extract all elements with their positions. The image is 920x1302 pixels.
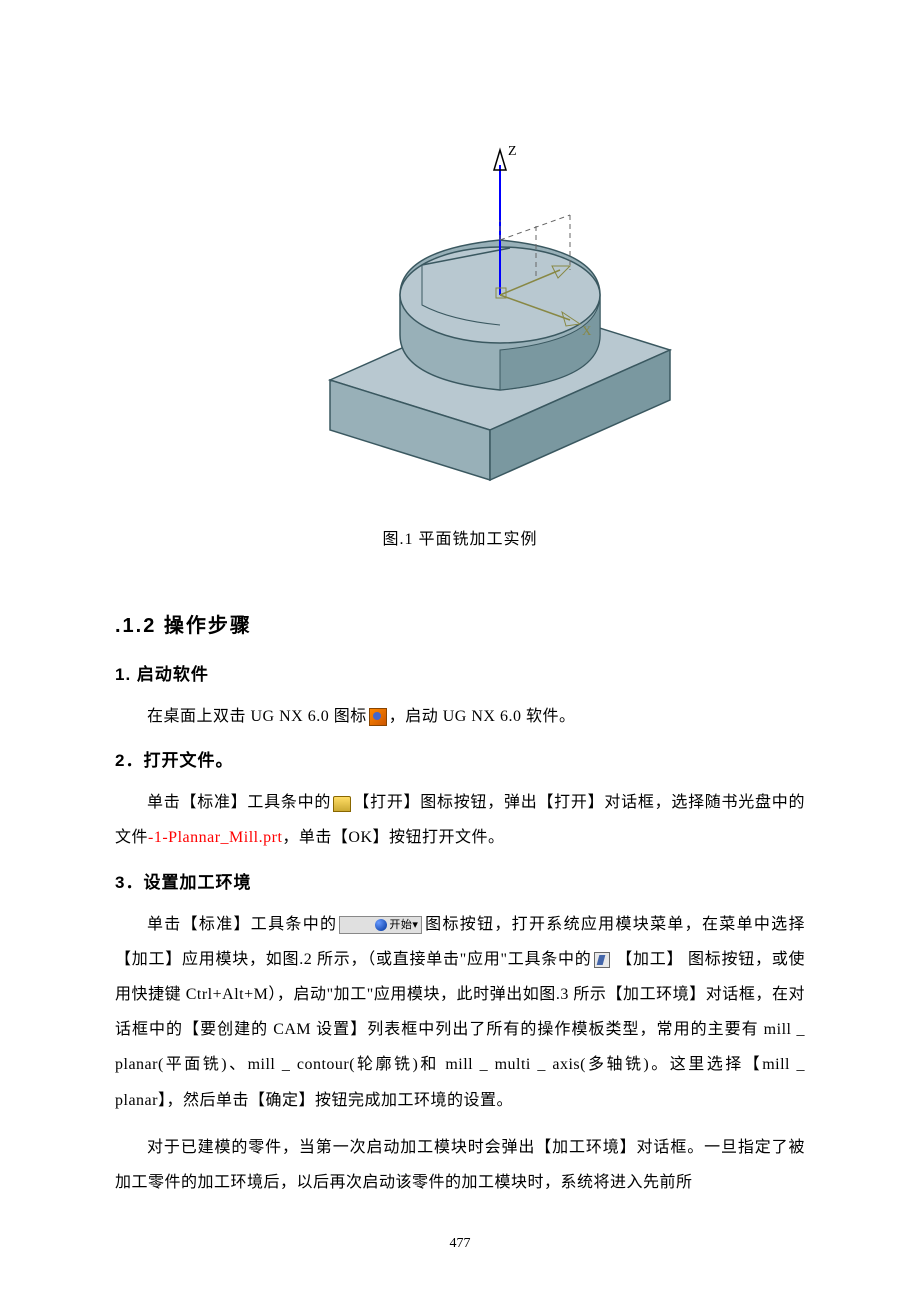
open-file-icon xyxy=(333,796,351,812)
step1-heading: 1. 启动软件 xyxy=(115,660,805,685)
step2-text-end: ，单击【OK】按钮打开文件。 xyxy=(282,829,504,846)
step2-heading: 2．打开文件。 xyxy=(115,746,805,771)
step3-p1-before: 单击【标准】工具条中的 xyxy=(147,916,337,933)
step3-heading: 3．设置加工环境 xyxy=(115,868,805,893)
step1-text-after: ，启动 UG NX 6.0 软件。 xyxy=(389,708,576,725)
step2-text-before: 单击【标准】工具条中的 xyxy=(147,794,331,811)
step1-text-before: 在桌面上双击 UG NX 6.0 图标 xyxy=(147,708,367,725)
step3-p2: 对于已建模的零件，当第一次启动加工模块时会弹出【加工环境】对话框。一旦指定了被加… xyxy=(115,1130,805,1200)
svg-text:Z: Z xyxy=(508,144,517,159)
start-ball-icon xyxy=(375,919,387,931)
step2-filename: -1-Plannar_Mill.prt xyxy=(148,829,282,846)
figure-caption: 图.1 平面铣加工实例 xyxy=(115,525,805,549)
nx-desktop-icon xyxy=(369,708,387,726)
cad-model-figure: Z X xyxy=(290,120,690,500)
step3-p1-after: 【加工】 图标按钮，或使用快捷键 Ctrl+Alt+M），启动"加工"应用模块，… xyxy=(115,951,805,1109)
svg-text:X: X xyxy=(582,323,592,338)
section-heading: .1.2 操作步骤 xyxy=(115,609,805,638)
start-label: 开始 xyxy=(389,919,412,931)
dropdown-indicator: ▾ xyxy=(412,919,418,931)
page-number: 477 xyxy=(0,1236,920,1252)
figure-container: Z X 图.1 平面铣加工实例 xyxy=(115,120,805,549)
start-button-icon: 开始▾ xyxy=(339,916,422,934)
step3-p1: 单击【标准】工具条中的开始▾图标按钮，打开系统应用模块菜单，在菜单中选择【加工】… xyxy=(115,907,805,1118)
step1-text: 在桌面上双击 UG NX 6.0 图标 ，启动 UG NX 6.0 软件。 xyxy=(115,699,805,734)
machining-icon xyxy=(594,952,610,968)
step2-text: 单击【标准】工具条中的【打开】图标按钮，弹出【打开】对话框，选择随书光盘中的文件… xyxy=(115,785,805,855)
